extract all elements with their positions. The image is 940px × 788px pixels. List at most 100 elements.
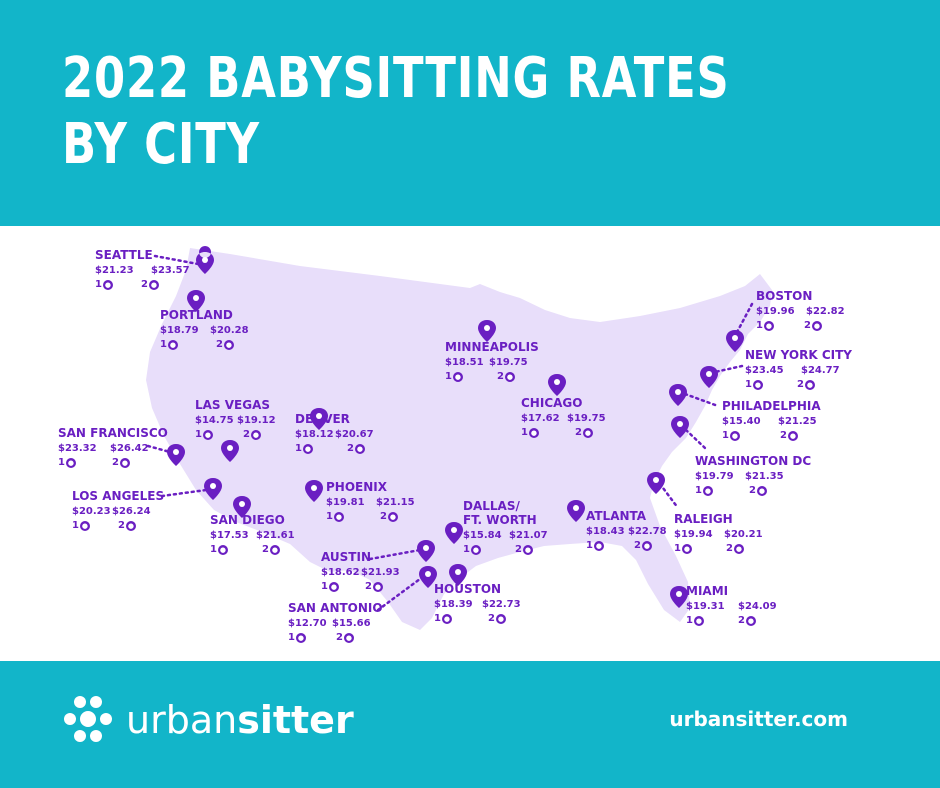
- one-child-label: 1 ●: [686, 615, 704, 626]
- child-icon: ●: [528, 428, 539, 438]
- city-new-york-city[interactable]: NEW YORK CITY $23.45 $24.77 1 ● 2 ●: [745, 348, 852, 391]
- two-children-label: 2 ●: [141, 279, 159, 290]
- one-child-label: 1 ●: [695, 485, 713, 496]
- one-child-label: 1 ●: [321, 581, 339, 592]
- rate-one-child: $18.51: [445, 357, 484, 368]
- city-phoenix[interactable]: PHOENIX $19.81 $21.15 1 ● 2 ●: [326, 480, 415, 523]
- brand-logo[interactable]: urbansitter: [62, 690, 354, 750]
- child-icon: ●: [302, 444, 313, 454]
- rate-two-children: $22.73: [482, 599, 521, 610]
- two-children-label: 2 ●: [804, 320, 822, 331]
- page-title: 2022 BABYSITTING RATES BY CITY: [62, 46, 734, 178]
- brand-name: urbansitter: [126, 698, 354, 742]
- rate-two-children: $26.24: [112, 506, 151, 517]
- rate-one-child: $18.79: [160, 325, 199, 336]
- one-child-label: 1 ●: [288, 632, 306, 643]
- rate-two-children: $21.61: [256, 530, 295, 541]
- rate-two-children: $21.25: [778, 416, 817, 427]
- rate-two-children: $22.82: [806, 306, 845, 317]
- two-children-label: 2 ●: [738, 615, 756, 626]
- city-houston[interactable]: HOUSTON $18.39 $22.73 1 ● 2 ●: [434, 582, 521, 625]
- rate-two-children: $21.15: [376, 497, 415, 508]
- city-denver[interactable]: DENVER $18.12 $20.67 1 ● 2 ●: [295, 412, 374, 455]
- city-name: RALEIGH: [674, 512, 733, 526]
- rate-one-child: $18.62: [321, 567, 360, 578]
- city-name: PHILADELPHIA: [722, 399, 821, 413]
- child-icon: ●: [65, 458, 76, 468]
- city-los-angeles[interactable]: LOS ANGELES $20.23 $26.24 1 ● 2 ●: [72, 489, 164, 532]
- city-san-antonio[interactable]: SAN ANTONIO $12.70 $15.66 1 ● 2 ●: [288, 601, 383, 644]
- child-icon: ●: [79, 521, 90, 531]
- child-icon: ●: [441, 614, 452, 624]
- rate-two-children: $19.12: [237, 415, 276, 426]
- two-children-label: 2 ●: [488, 613, 506, 624]
- two-children-label: 2 ●: [726, 543, 744, 554]
- rate-one-child: $14.75: [195, 415, 234, 426]
- rate-one-child: $20.23: [72, 506, 111, 517]
- two-children-label: 2 ●: [749, 485, 767, 496]
- rate-two-children: $21.07: [509, 530, 548, 541]
- rate-two-children: $20.28: [210, 325, 249, 336]
- two-children-label: 2 ●: [112, 457, 130, 468]
- rate-one-child: $18.43: [586, 526, 625, 537]
- child-icon: ●: [641, 541, 652, 551]
- city-name: LAS VEGAS: [195, 398, 271, 412]
- city-dallas-ft-worth[interactable]: DALLAS/ FT. WORTH $15.84 $21.07 1 ● 2 ●: [463, 499, 548, 556]
- city-name: DALLAS/: [463, 499, 520, 513]
- us-map-outline: [146, 248, 772, 630]
- two-children-label: 2 ●: [336, 632, 354, 643]
- city-name: HOUSTON: [434, 582, 502, 596]
- title-line-2: BY CITY: [62, 112, 260, 177]
- child-icon: ●: [102, 280, 113, 290]
- one-child-label: 1 ●: [434, 613, 452, 624]
- city-name: BOSTON: [756, 289, 813, 303]
- rate-two-children: $19.75: [567, 413, 606, 424]
- city-portland[interactable]: PORTLAND $18.79 $20.28 1 ● 2 ●: [160, 308, 249, 351]
- city-name: AUSTIN: [321, 550, 371, 564]
- one-child-label: 1 ●: [586, 540, 604, 551]
- city-miami[interactable]: MIAMI $19.31 $24.09 1 ● 2 ●: [686, 584, 777, 627]
- brand-name-bold: sitter: [237, 698, 354, 742]
- website-link[interactable]: urbansitter.com: [669, 707, 848, 731]
- one-child-label: 1 ●: [95, 279, 113, 290]
- rate-one-child: $17.53: [210, 530, 249, 541]
- city-washington-dc[interactable]: WASHINGTON DC $19.79 $21.35 1 ● 2 ●: [695, 454, 811, 497]
- city-austin[interactable]: AUSTIN $18.62 $21.93 1 ● 2 ●: [321, 550, 400, 593]
- one-child-label: 1 ●: [521, 427, 539, 438]
- city-name: SEATTLE: [95, 248, 153, 262]
- two-children-label: 2 ●: [216, 339, 234, 350]
- child-icon: ●: [504, 372, 515, 382]
- child-icon: ●: [495, 614, 506, 624]
- city-boston[interactable]: BOSTON $19.96 $22.82 1 ● 2 ●: [756, 289, 845, 332]
- city-chicago[interactable]: CHICAGO $17.62 $19.75 1 ● 2 ●: [521, 396, 606, 439]
- child-icon: ●: [756, 486, 767, 496]
- two-children-label: 2 ●: [634, 540, 652, 551]
- rate-two-children: $20.67: [335, 429, 374, 440]
- rate-one-child: $18.12: [295, 429, 334, 440]
- city-name: MIAMI: [686, 584, 729, 598]
- child-icon: ●: [333, 512, 344, 522]
- child-icon: ●: [763, 321, 774, 331]
- two-children-label: 2 ●: [575, 427, 593, 438]
- city-minneapolis[interactable]: MINNEAPOLIS $18.51 $19.75 1 ● 2 ●: [445, 340, 539, 383]
- child-icon: ●: [681, 544, 692, 554]
- city-name: SAN FRANCISCO: [58, 426, 168, 440]
- city-seattle[interactable]: SEATTLE $21.23 $23.57 1 ● 2 ●: [95, 248, 190, 291]
- city-san-diego[interactable]: SAN DIEGO $17.53 $21.61 1 ● 2 ●: [210, 513, 295, 556]
- city-san-francisco[interactable]: SAN FRANCISCO $23.32 $26.42 1 ● 2 ●: [58, 426, 168, 469]
- one-child-label: 1 ●: [445, 371, 463, 382]
- us-map-shape: [146, 248, 772, 630]
- city-name-line-2: FT. WORTH: [463, 513, 537, 527]
- rate-two-children: $26.42: [110, 443, 149, 454]
- child-icon: ●: [787, 431, 798, 441]
- city-philadelphia[interactable]: PHILADELPHIA $15.40 $21.25 1 ● 2 ●: [722, 399, 821, 442]
- child-icon: ●: [354, 444, 365, 454]
- child-icon: ●: [343, 633, 354, 643]
- two-children-label: 2 ●: [365, 581, 383, 592]
- one-child-label: 1 ●: [463, 544, 481, 555]
- city-atlanta[interactable]: ATLANTA $18.43 $22.78 1 ● 2 ●: [586, 509, 667, 552]
- city-raleigh[interactable]: RALEIGH $19.94 $20.21 1 ● 2 ●: [674, 512, 763, 555]
- city-las-vegas[interactable]: LAS VEGAS $14.75 $19.12 1 ● 2 ●: [195, 398, 276, 441]
- child-icon: ●: [217, 545, 228, 555]
- child-icon: ●: [729, 431, 740, 441]
